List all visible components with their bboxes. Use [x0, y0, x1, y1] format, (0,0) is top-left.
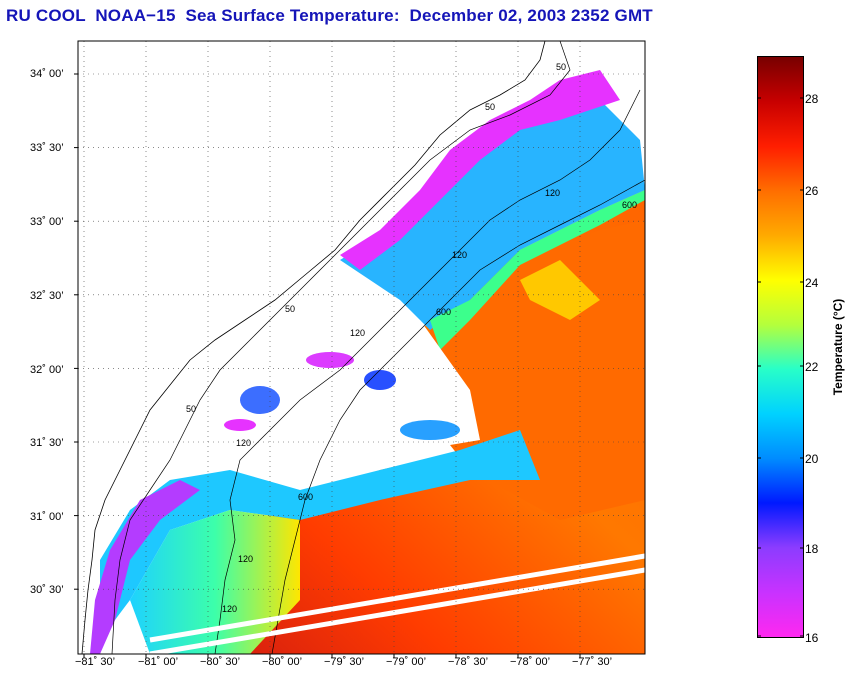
lon-label: −79˚ 30’: [324, 656, 365, 668]
lon-label: −81˚ 30’: [75, 656, 116, 668]
colorbar-tick-label: 28: [805, 92, 819, 106]
isobath-label: 50: [485, 102, 495, 112]
isobath-label: 120: [238, 554, 253, 564]
lon-label: −80˚ 30’: [200, 656, 241, 668]
colorbar-tick-label: 22: [805, 360, 819, 374]
colorbar-ticks: [757, 97, 804, 637]
lon-label: −78˚ 00’: [510, 656, 551, 668]
cold-patch: [364, 370, 396, 390]
isobath-50: [111, 41, 571, 654]
isobath-label: 120: [545, 188, 560, 198]
lon-label: −81˚ 00’: [138, 656, 179, 668]
lon-label: −80˚ 00’: [262, 656, 303, 668]
isobath-label: 50: [285, 304, 295, 314]
colorbar-tick-label: 24: [805, 276, 819, 290]
graticule-grid: [78, 41, 645, 654]
lat-label: 33˚ 00’: [30, 216, 64, 228]
map-border: [77, 40, 646, 655]
image-title: RU COOL NOAA−15 Sea Surface Temperature:…: [6, 6, 653, 25]
nearshore-cold-water-south: [90, 480, 200, 654]
coastline: [81, 41, 546, 654]
isobath-label: 120: [222, 604, 237, 614]
warm-filament: [520, 260, 600, 320]
temperature-colorbar: [757, 56, 804, 638]
colorbar-tick-label: 26: [805, 184, 819, 198]
isobath-label: 120: [452, 250, 467, 260]
shelf-cool-water-north: [340, 90, 645, 330]
isobath-label: 120: [236, 438, 251, 448]
cold-patch: [224, 419, 256, 431]
isobath-label: 600: [436, 307, 451, 317]
cold-patch: [306, 352, 354, 368]
lat-label: 30˚ 30’: [30, 584, 64, 596]
lat-label: 32˚ 30’: [30, 290, 64, 302]
colorbar-tick-label: 16: [805, 631, 819, 645]
isobath-600: [271, 179, 645, 654]
nearshore-cold-water-north: [340, 70, 620, 270]
lat-label: 32˚ 00’: [30, 364, 64, 376]
colorbar-label: Temperature (°C): [831, 298, 845, 396]
land-mass: [78, 41, 540, 654]
lon-label: −77˚ 30’: [572, 656, 613, 668]
isobath-label: 600: [298, 492, 313, 502]
lat-label: 33˚ 30’: [30, 142, 64, 154]
cold-patch: [240, 386, 280, 414]
shelf-cool-water-south: [100, 430, 540, 640]
lon-label: −78˚ 30’: [448, 656, 489, 668]
swath-gap-stripes: [149, 553, 645, 654]
isobath-label: 50: [186, 404, 196, 414]
lon-label: −79˚ 00’: [386, 656, 427, 668]
lat-label: 34˚ 00’: [30, 68, 64, 80]
colorbar-tick-label: 18: [805, 542, 819, 556]
isobath-120: [214, 89, 641, 654]
shelf-front-south: [130, 510, 300, 654]
lat-label: 31˚ 30’: [30, 437, 64, 449]
isobath-label: 50: [556, 62, 566, 72]
shelf-front-green: [430, 190, 645, 350]
lat-label: 31˚ 00’: [30, 511, 64, 523]
isobath-label: 120: [350, 328, 365, 338]
cold-patch: [400, 420, 460, 440]
colorbar-tick-label: 20: [805, 452, 819, 466]
isobath-label: 600: [622, 200, 637, 210]
